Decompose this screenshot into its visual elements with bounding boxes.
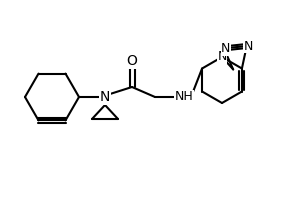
Text: N: N [100,90,110,104]
Text: NH: NH [175,90,194,104]
Text: N: N [217,50,227,64]
Text: N: N [221,42,230,55]
Text: N: N [244,40,254,53]
Text: O: O [127,54,137,68]
